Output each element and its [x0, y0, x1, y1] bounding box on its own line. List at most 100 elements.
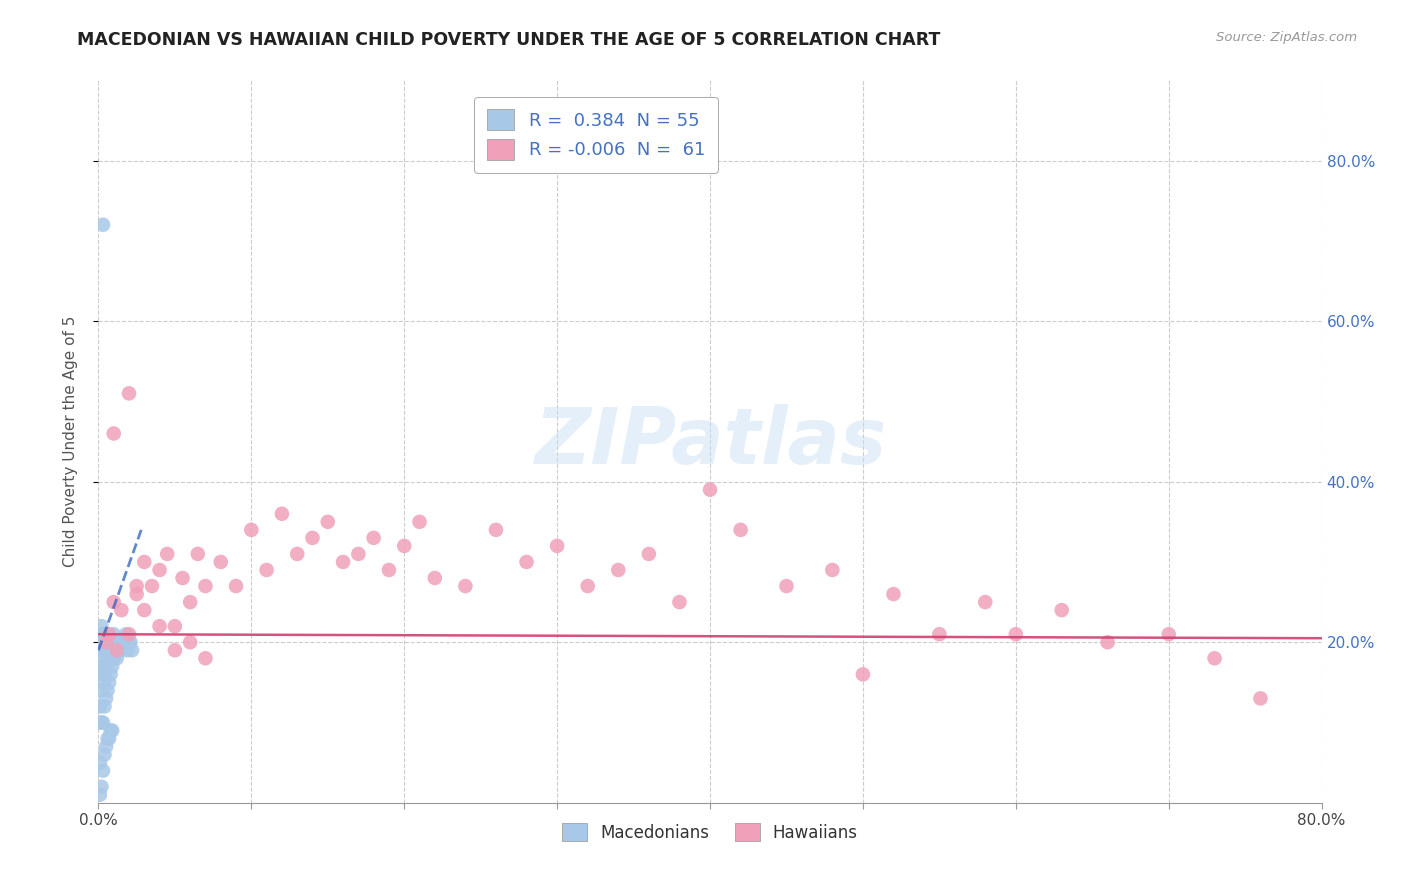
Point [89, 715, 111, 730]
Point [120, 635, 142, 649]
Point [179, 595, 201, 609]
Point [98, 675, 121, 690]
Point [270, 507, 292, 521]
Point [105, 651, 128, 665]
Point [118, 386, 141, 401]
Point [1004, 627, 1026, 641]
Point [94, 635, 117, 649]
Point [91, 635, 114, 649]
Point [107, 643, 129, 657]
Point [97, 731, 120, 746]
Point [110, 603, 132, 617]
Point [90, 683, 112, 698]
Text: MACEDONIAN VS HAWAIIAN CHILD POVERTY UNDER THE AGE OF 5 CORRELATION CHART: MACEDONIAN VS HAWAIIAN CHILD POVERTY UND… [77, 31, 941, 49]
Point [209, 555, 232, 569]
Point [91, 715, 114, 730]
Point [163, 643, 186, 657]
Point [101, 723, 124, 738]
Point [93, 627, 115, 641]
Point [94, 659, 117, 673]
Point [1157, 627, 1180, 641]
Point [97, 651, 120, 665]
Point [332, 555, 354, 569]
Point [112, 635, 135, 649]
Point [90, 780, 112, 794]
Point [91, 764, 114, 778]
Point [125, 579, 148, 593]
Point [89, 699, 111, 714]
Point [121, 643, 143, 657]
Point [101, 635, 124, 649]
Point [100, 723, 122, 738]
Point [90, 667, 112, 681]
Point [141, 579, 163, 593]
Point [103, 651, 125, 665]
Point [699, 483, 721, 497]
Point [89, 756, 111, 770]
Point [423, 571, 446, 585]
Point [378, 563, 401, 577]
Point [103, 627, 125, 641]
Point [668, 595, 690, 609]
Point [115, 627, 138, 641]
Point [1204, 651, 1226, 665]
Point [93, 643, 115, 657]
Point [118, 635, 141, 649]
Point [775, 579, 797, 593]
Point [101, 659, 124, 673]
Point [111, 635, 134, 649]
Point [363, 531, 385, 545]
Point [91, 675, 114, 690]
Point [1097, 635, 1119, 649]
Point [392, 539, 416, 553]
Point [187, 547, 209, 561]
Point [408, 515, 430, 529]
Point [134, 603, 156, 617]
Point [347, 547, 370, 561]
Text: Source: ZipAtlas.com: Source: ZipAtlas.com [1216, 31, 1357, 45]
Point [516, 555, 538, 569]
Point [89, 788, 111, 802]
Point [179, 635, 201, 649]
Point [104, 643, 127, 657]
Point [1050, 603, 1073, 617]
Point [98, 731, 121, 746]
Point [90, 715, 112, 730]
Point [172, 571, 194, 585]
Y-axis label: Child Poverty Under the Age of 5: Child Poverty Under the Age of 5 [63, 316, 77, 567]
Point [883, 587, 905, 601]
Point [607, 563, 630, 577]
Point [110, 643, 132, 657]
Point [134, 555, 156, 569]
Point [89, 651, 111, 665]
Point [637, 547, 661, 561]
Point [105, 643, 128, 657]
Point [240, 523, 263, 537]
Point [256, 563, 278, 577]
Point [149, 619, 172, 633]
Text: ZIPatlas: ZIPatlas [534, 403, 886, 480]
Point [974, 595, 997, 609]
Point [285, 547, 308, 561]
Point [852, 667, 875, 681]
Point [316, 515, 339, 529]
Point [117, 643, 139, 657]
Point [90, 627, 112, 641]
Point [97, 627, 120, 641]
Point [301, 531, 323, 545]
Point [93, 667, 115, 681]
Point [225, 579, 247, 593]
Point [94, 691, 117, 706]
Point [98, 643, 121, 657]
Point [485, 523, 508, 537]
Point [194, 579, 217, 593]
Point [97, 683, 120, 698]
Point [156, 547, 179, 561]
Point [91, 659, 114, 673]
Point [93, 699, 115, 714]
Point [928, 627, 950, 641]
Point [730, 523, 752, 537]
Point [546, 539, 568, 553]
Point [91, 627, 114, 641]
Point [91, 218, 114, 232]
